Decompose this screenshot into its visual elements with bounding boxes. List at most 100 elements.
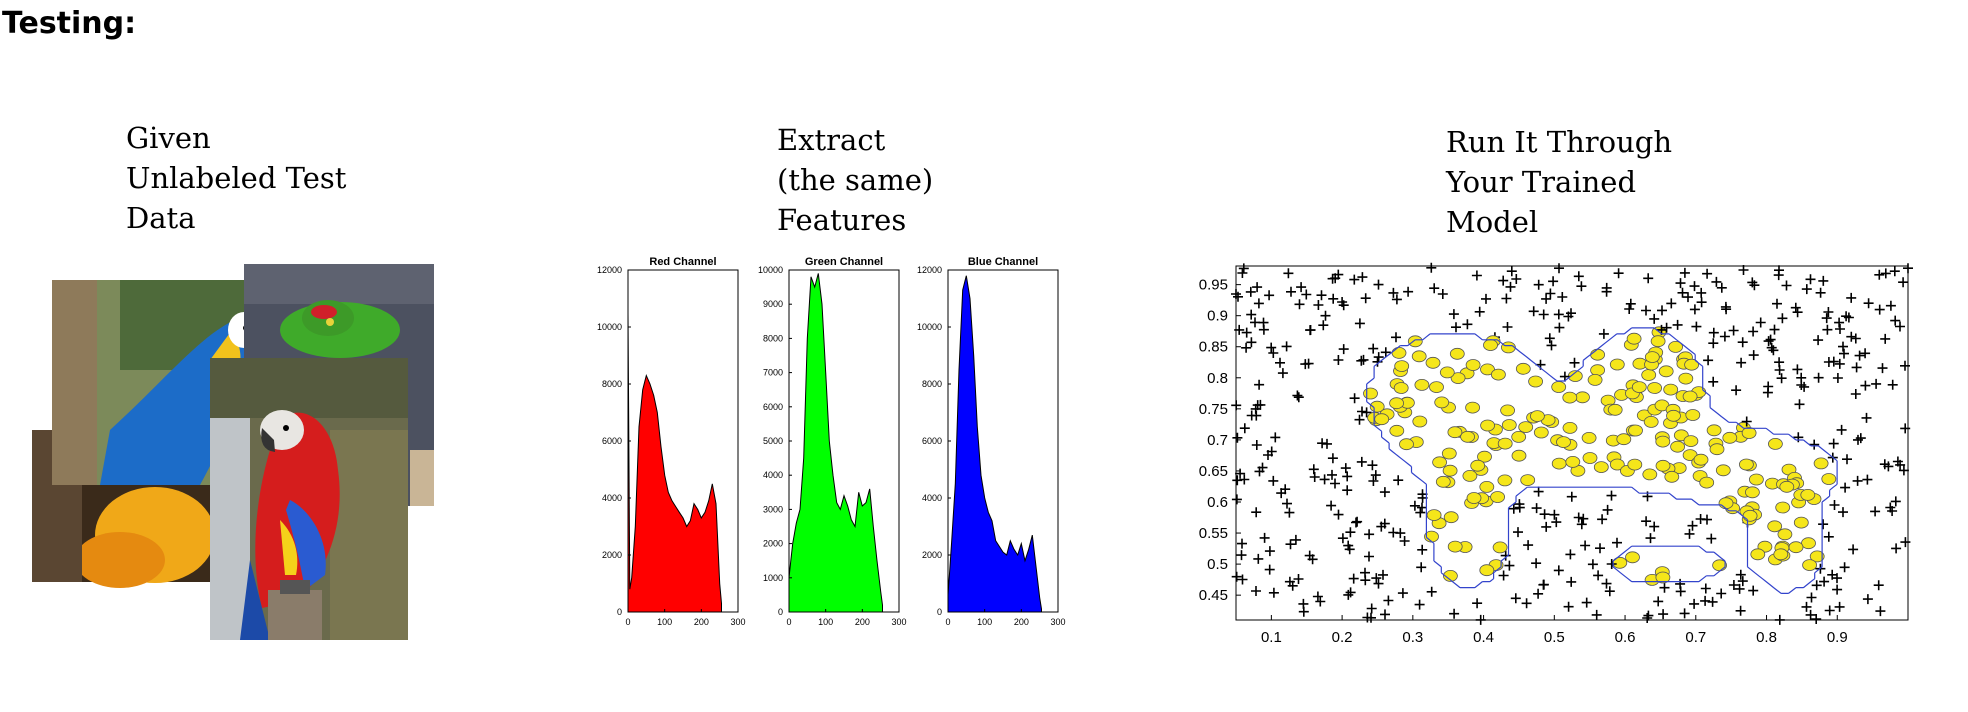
x-tick-label: 100 <box>977 617 992 627</box>
plus-point <box>1898 465 1909 476</box>
circle-point <box>1466 492 1482 504</box>
plus-point <box>1711 276 1722 287</box>
step-line: Model <box>1446 205 1539 239</box>
plus-point <box>1684 528 1695 539</box>
plus-point <box>1658 609 1669 620</box>
circle-point <box>1500 404 1516 417</box>
plus-point <box>1368 343 1379 354</box>
plus-point <box>1513 527 1523 538</box>
plus-point <box>1414 599 1425 610</box>
circle-point <box>1590 348 1606 361</box>
plus-point <box>1252 282 1263 293</box>
plus-point <box>1832 584 1843 595</box>
plus-point <box>1275 357 1285 368</box>
histogram-area <box>947 275 1042 613</box>
plus-point <box>1880 268 1891 279</box>
plus-point <box>1649 313 1660 324</box>
plus-point <box>1232 475 1243 486</box>
plus-point <box>1748 585 1759 596</box>
x-tick-label: 0 <box>945 617 950 627</box>
plus-point <box>1393 475 1404 486</box>
plus-point <box>1860 348 1871 359</box>
circle-point <box>1479 480 1495 493</box>
plus-point <box>1591 609 1602 620</box>
plus-point <box>1553 309 1564 320</box>
plus-point <box>1233 291 1243 302</box>
circle-point <box>1777 528 1793 541</box>
plus-point <box>1333 355 1344 365</box>
circle-point <box>1813 457 1829 470</box>
circle-point <box>1609 358 1625 371</box>
plus-point <box>1449 608 1460 619</box>
circle-point <box>1501 419 1517 431</box>
y-tick-label: 0.9 <box>1207 308 1228 325</box>
boundary-line <box>1366 327 1838 594</box>
x-tick-label: 0.3 <box>1402 629 1423 646</box>
circle-point <box>1497 474 1513 487</box>
scatter-frame <box>1235 265 1909 621</box>
plus-point <box>1294 299 1305 310</box>
x-tick-label: 100 <box>657 617 672 627</box>
plus-point <box>1300 359 1311 370</box>
plus-point <box>1598 328 1609 339</box>
plus-point <box>1811 580 1822 591</box>
y-tick-label: 5000 <box>763 436 783 446</box>
circle-point <box>1562 421 1578 434</box>
plus-point <box>1554 263 1564 274</box>
plus-point <box>1257 462 1268 473</box>
plus-point <box>1870 506 1881 517</box>
plus-point <box>1345 527 1356 538</box>
plus-point <box>1887 379 1898 390</box>
plus-point <box>1523 540 1534 551</box>
x-tick-label: 200 <box>694 617 709 627</box>
circle-point <box>1628 424 1643 437</box>
plus-point <box>1548 276 1559 287</box>
plus-point <box>1573 271 1584 282</box>
plus-point <box>1689 304 1700 315</box>
circle-point <box>1391 347 1407 359</box>
plus-point <box>1707 596 1718 607</box>
circle-point <box>1627 458 1643 471</box>
decision-boundary <box>1366 327 1838 594</box>
circle-point <box>1788 541 1804 554</box>
circle-point <box>1442 464 1458 477</box>
circle-point <box>1581 431 1597 444</box>
plus-point <box>1373 352 1384 363</box>
plus-point <box>1351 517 1361 528</box>
plus-point <box>1839 562 1850 573</box>
circle-point <box>1773 548 1789 561</box>
plus-point <box>1889 266 1900 277</box>
plus-point <box>1576 519 1587 530</box>
plus-point <box>1675 586 1686 597</box>
plus-point <box>1541 293 1552 304</box>
plus-point <box>1544 333 1555 344</box>
plus-point <box>1838 507 1848 518</box>
plus-point <box>1838 341 1848 352</box>
circle-point <box>1590 364 1606 377</box>
plus-point <box>1819 576 1830 587</box>
plus-point <box>1368 476 1379 486</box>
circle-point <box>1750 548 1766 561</box>
plus-point <box>1236 550 1247 561</box>
circle-point <box>1647 382 1663 394</box>
plus-point <box>1531 503 1542 514</box>
plus-point <box>1397 588 1408 599</box>
plus-point <box>1345 587 1356 598</box>
plus-point <box>1283 268 1294 279</box>
plus-point <box>1890 496 1901 507</box>
plus-point <box>1514 499 1525 510</box>
plus-point <box>1259 532 1270 543</box>
circle-point <box>1551 381 1567 393</box>
plus-point <box>1602 504 1613 515</box>
circle-point <box>1742 509 1758 522</box>
plus-point <box>1235 468 1246 479</box>
circle-point <box>1407 335 1423 348</box>
plus-point <box>1254 379 1265 390</box>
plus-point <box>1451 322 1461 333</box>
plus-point <box>1823 307 1834 317</box>
plus-point <box>1356 456 1367 467</box>
plus-point <box>1292 390 1303 401</box>
plus-point <box>1554 322 1565 333</box>
circle-point <box>1683 435 1699 448</box>
plus-point <box>1510 593 1521 604</box>
